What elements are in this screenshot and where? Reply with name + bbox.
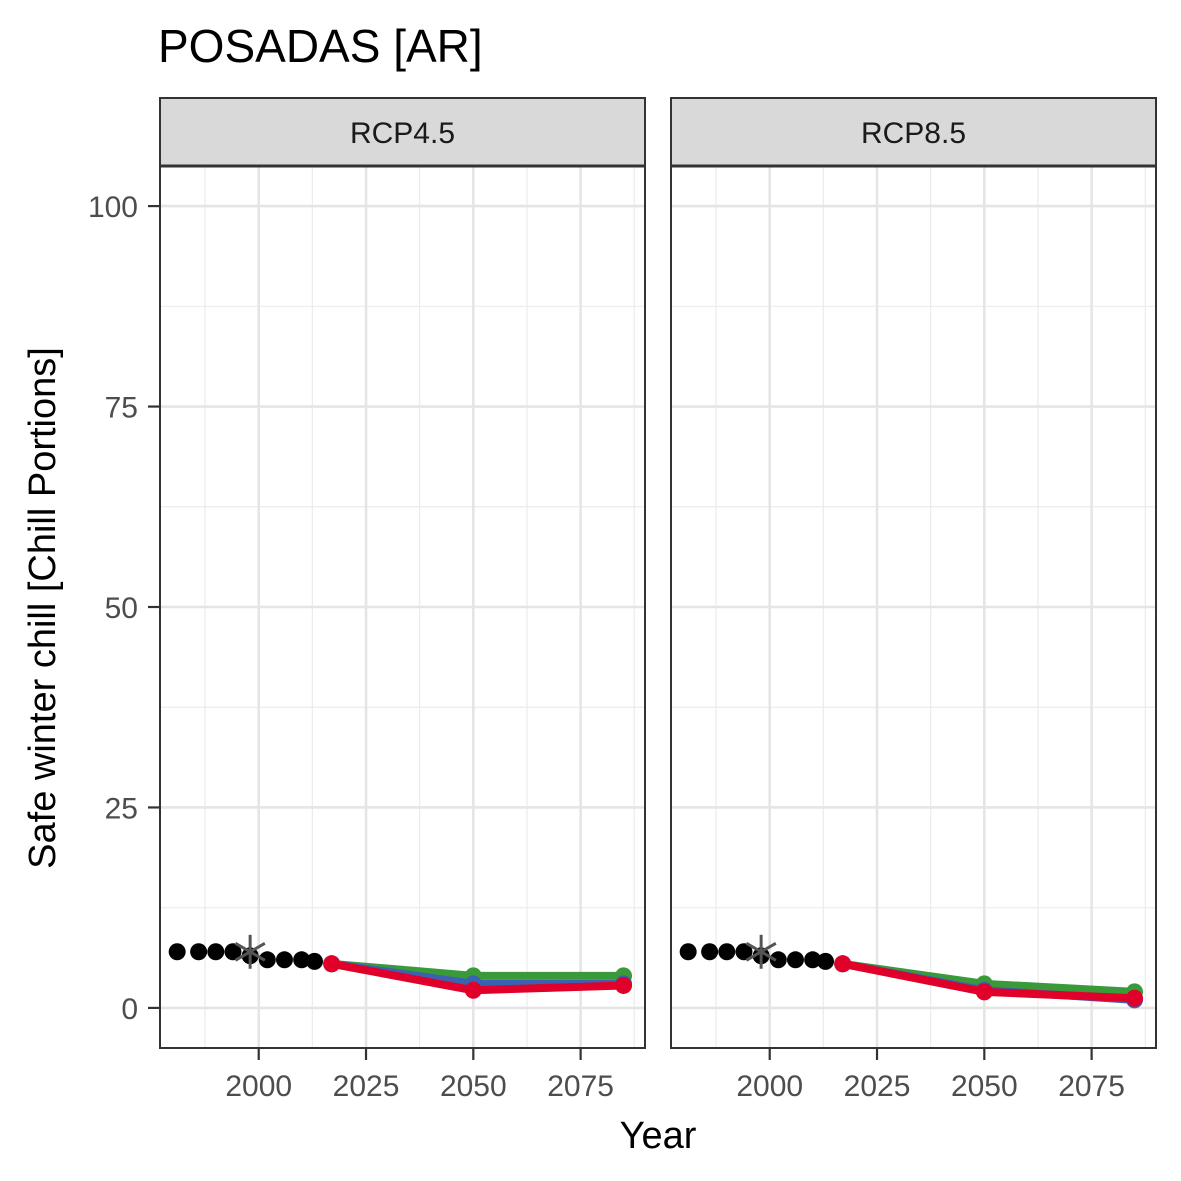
- observed-point: [735, 943, 753, 961]
- x-tick-label: 2075: [547, 1070, 614, 1103]
- observed-point: [207, 943, 225, 961]
- observed-point: [306, 952, 324, 970]
- y-tick-label: 25: [105, 792, 138, 825]
- observed-point: [769, 951, 787, 969]
- x-tick-label: 2025: [333, 1070, 400, 1103]
- facet-strip-label: RCP8.5: [861, 117, 966, 150]
- x-axis-title: Year: [620, 1115, 697, 1157]
- facet-strip: [159, 97, 646, 167]
- plot-layer: 0 25 50 75 100 2000 2025 2050 2075 RCP4.5 2000 2025…: [88, 97, 1157, 1103]
- facet-strip: [670, 97, 1157, 167]
- scenario-point: [834, 955, 852, 973]
- historic-reference-marker: [234, 934, 266, 969]
- observed-point: [718, 943, 736, 961]
- y-tick-label: 50: [105, 592, 138, 625]
- observed-point: [258, 951, 276, 969]
- scenario-point: [323, 955, 341, 973]
- y-axis-title: Safe winter chill [Chill Portions]: [22, 347, 64, 869]
- chart-title: POSADAS [AR]: [158, 20, 483, 72]
- scenario-point: [464, 981, 482, 999]
- observed-point: [293, 951, 311, 969]
- y-tick-label: 75: [105, 392, 138, 425]
- observed-point: [168, 943, 186, 961]
- x-tick-label: 2075: [1058, 1070, 1125, 1103]
- x-tick-label: 2050: [951, 1070, 1018, 1103]
- observed-point: [804, 951, 822, 969]
- y-tick-label: 0: [121, 993, 138, 1026]
- historic-reference-marker: [745, 934, 777, 969]
- x-tick-label: 2000: [736, 1070, 803, 1103]
- x-tick-label: 2050: [440, 1070, 507, 1103]
- facet-panel-rcp45: 2000 2025 2050 2075 RCP4.5: [159, 97, 646, 1103]
- observed-point: [190, 943, 208, 961]
- observed-point: [679, 943, 697, 961]
- x-tick-label: 2000: [225, 1070, 292, 1103]
- scenario-point: [975, 983, 993, 1001]
- scenario-point: [615, 976, 633, 994]
- asterisk-stroke: [745, 941, 777, 962]
- scenario-point: [1126, 989, 1144, 1007]
- observed-point: [224, 943, 242, 961]
- facet-strip-label: RCP4.5: [350, 117, 455, 150]
- facet-panel-rcp85: 2000 2025 2050 2075 RCP8.5: [670, 97, 1157, 1103]
- observed-point: [275, 951, 293, 969]
- x-tick-label: 2025: [844, 1070, 911, 1103]
- observed-point: [701, 943, 719, 961]
- observed-point: [786, 951, 804, 969]
- y-tick-label: 100: [88, 191, 138, 224]
- asterisk-stroke: [234, 941, 266, 962]
- observed-point: [817, 952, 835, 970]
